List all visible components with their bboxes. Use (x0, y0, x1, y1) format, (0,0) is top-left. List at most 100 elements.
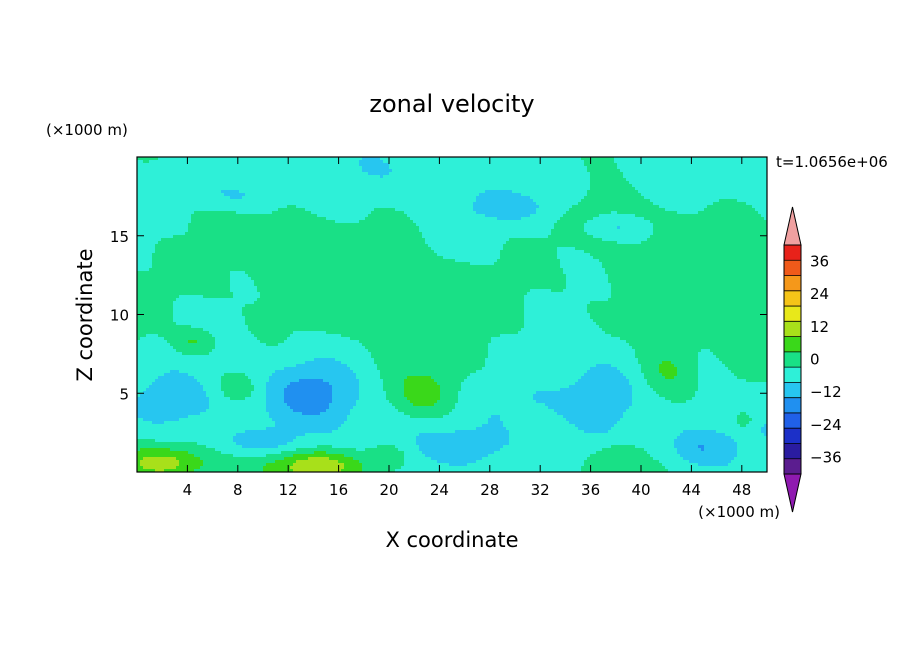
contour-cell (383, 226, 386, 229)
contour-cell (206, 169, 209, 172)
contour-cell (704, 223, 707, 226)
contour-cell (668, 196, 671, 199)
contour-cell (752, 163, 755, 166)
contour-cell (287, 178, 290, 181)
contour-cell (374, 190, 377, 193)
contour-cell (338, 217, 341, 220)
contour-cell (680, 193, 683, 196)
contour-cell (248, 166, 251, 169)
contour-cell (416, 172, 419, 175)
contour-cell (713, 169, 716, 172)
contour-cell (752, 187, 755, 190)
contour-cell (230, 181, 233, 184)
contour-cell (692, 205, 695, 208)
contour-cell (539, 178, 542, 181)
contour-cell (488, 184, 491, 187)
contour-cell (521, 181, 524, 184)
contour-cell (317, 172, 320, 175)
contour-cell (395, 211, 398, 214)
contour-cell (329, 172, 332, 175)
contour-cell (686, 196, 689, 199)
contour-cell (614, 163, 617, 166)
contour-cell (239, 208, 242, 211)
contour-cell (257, 184, 260, 187)
contour-cell (287, 220, 290, 223)
contour-cell (212, 199, 215, 202)
contour-cell (371, 223, 374, 226)
contour-cell (215, 163, 218, 166)
contour-cell (239, 211, 242, 214)
contour-cell (179, 169, 182, 172)
contour-cell (218, 223, 221, 226)
contour-cell (320, 223, 323, 226)
contour-cell (200, 217, 203, 220)
contour-cell (194, 196, 197, 199)
contour-cell (467, 166, 470, 169)
contour-cell (176, 199, 179, 202)
contour-cell (731, 163, 734, 166)
contour-cell (314, 214, 317, 217)
contour-cell (374, 175, 377, 178)
contour-cell (674, 208, 677, 211)
contour-cell (242, 199, 245, 202)
contour-cell (215, 184, 218, 187)
contour-cell (506, 211, 509, 214)
contour-cell (164, 172, 167, 175)
contour-cell (410, 175, 413, 178)
contour-cell (359, 163, 362, 166)
contour-cell (533, 202, 536, 205)
contour-cell (650, 175, 653, 178)
contour-cell (263, 190, 266, 193)
contour-cell (755, 214, 758, 217)
contour-cell (752, 196, 755, 199)
contour-cell (455, 214, 458, 217)
contour-cell (329, 187, 332, 190)
contour-cell (161, 181, 164, 184)
contour-cell (143, 175, 146, 178)
contour-cell (692, 199, 695, 202)
contour-cell (620, 211, 623, 214)
contour-cell (233, 214, 236, 217)
contour-cell (758, 181, 761, 184)
contour-cell (173, 199, 176, 202)
contour-cell (596, 184, 599, 187)
contour-cell (212, 217, 215, 220)
contour-cell (215, 211, 218, 214)
contour-cell (488, 175, 491, 178)
contour-cell (251, 211, 254, 214)
contour-cell (491, 226, 494, 229)
contour-cell (431, 202, 434, 205)
contour-cell (503, 223, 506, 226)
contour-cell (221, 178, 224, 181)
contour-cell (212, 163, 215, 166)
contour-cell (761, 163, 764, 166)
contour-cell (632, 181, 635, 184)
contour-cell (353, 193, 356, 196)
contour-cell (269, 205, 272, 208)
contour-cell (671, 220, 674, 223)
contour-cell (425, 163, 428, 166)
contour-cell (680, 190, 683, 193)
contour-cell (548, 217, 551, 220)
contour-cell (530, 199, 533, 202)
contour-cell (314, 199, 317, 202)
contour-cell (464, 196, 467, 199)
contour-cell (485, 163, 488, 166)
contour-cell (242, 190, 245, 193)
contour-cell (383, 190, 386, 193)
contour-cell (170, 181, 173, 184)
contour-cell (485, 202, 488, 205)
contour-cell (269, 163, 272, 166)
contour-cell (377, 175, 380, 178)
contour-cell (230, 178, 233, 181)
contour-cell (695, 202, 698, 205)
contour-cell (530, 190, 533, 193)
contour-cell (659, 199, 662, 202)
contour-cell (614, 205, 617, 208)
contour-cell (482, 172, 485, 175)
contour-cell (572, 208, 575, 211)
contour-cell (284, 160, 287, 163)
contour-cell (578, 217, 581, 220)
contour-cell (692, 202, 695, 205)
contour-cell (755, 181, 758, 184)
